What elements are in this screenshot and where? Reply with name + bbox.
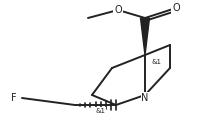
Text: &1: &1	[152, 59, 162, 65]
Text: O: O	[114, 5, 122, 15]
Text: O: O	[172, 3, 180, 13]
Text: N: N	[141, 93, 149, 103]
Text: &1: &1	[95, 108, 105, 114]
Text: F: F	[11, 93, 17, 103]
Polygon shape	[141, 18, 150, 55]
